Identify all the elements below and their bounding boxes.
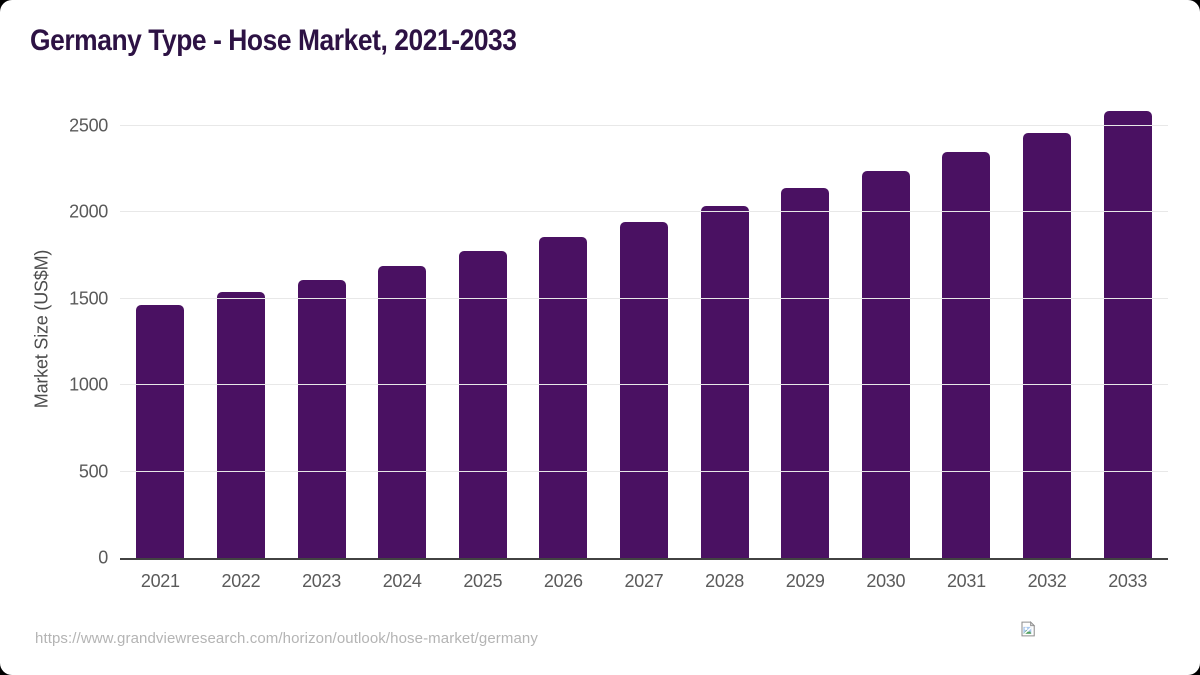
y-tick-0: 0 xyxy=(98,547,108,568)
bar-slot-2033 xyxy=(1087,100,1168,558)
bar-slot-2028 xyxy=(684,100,765,558)
bar-series xyxy=(120,100,1168,558)
bar-slot-2024 xyxy=(362,100,443,558)
x-tick-2024: 2024 xyxy=(382,571,422,591)
x-tick-2026: 2026 xyxy=(543,571,583,591)
bar-2031 xyxy=(942,151,991,558)
source-url: https://www.grandviewresearch.com/horizo… xyxy=(35,630,538,647)
bar-2026 xyxy=(539,236,588,558)
bar-2024 xyxy=(378,265,427,558)
bar-2025 xyxy=(458,251,507,558)
x-tick-2022: 2022 xyxy=(221,571,261,591)
x-tick-2033: 2033 xyxy=(1108,571,1148,591)
bar-2033 xyxy=(1103,111,1152,558)
x-axis-tick-labels: 2021 2022 2023 2024 2025 2026 2027 2028 2029 2030… xyxy=(120,571,1168,592)
bar-2029 xyxy=(781,188,830,558)
bar-slot-2021 xyxy=(120,100,201,558)
plot-area xyxy=(120,100,1168,560)
bar-2021 xyxy=(136,304,185,558)
bar-slot-2025 xyxy=(442,100,523,558)
gridline-2500 xyxy=(120,124,1168,126)
bar-2030 xyxy=(861,170,910,558)
y-tick-2500: 2500 xyxy=(69,115,108,136)
bar-slot-2030 xyxy=(845,100,926,558)
gridline-1000 xyxy=(120,384,1168,386)
x-tick-2029: 2029 xyxy=(785,571,825,591)
x-tick-2025: 2025 xyxy=(463,571,503,591)
x-tick-2023: 2023 xyxy=(302,571,341,591)
x-tick-2027: 2027 xyxy=(624,571,664,591)
x-tick-2021: 2021 xyxy=(140,571,180,591)
x-tick-2031: 2031 xyxy=(946,571,986,591)
y-tick-1500: 1500 xyxy=(69,288,108,309)
bar-slot-2032 xyxy=(1007,100,1088,558)
chart-title: Germany Type - Hose Market, 2021-2033 xyxy=(30,24,517,57)
y-tick-500: 500 xyxy=(78,461,108,482)
bar-2027 xyxy=(619,221,668,558)
bar-slot-2026 xyxy=(523,100,604,558)
gridline-1500 xyxy=(120,297,1168,299)
y-axis-tick-labels: 0 500 1000 1500 2000 2500 xyxy=(0,100,108,567)
bar-slot-2031 xyxy=(926,100,1007,558)
bar-2022 xyxy=(216,291,265,558)
bar-2028 xyxy=(700,206,749,558)
x-tick-2028: 2028 xyxy=(705,571,744,591)
bar-slot-2022 xyxy=(201,100,282,558)
bar-2032 xyxy=(1023,132,1071,558)
bar-slot-2023 xyxy=(281,100,362,558)
x-tick-2030: 2030 xyxy=(866,571,906,591)
y-tick-2000: 2000 xyxy=(69,201,108,222)
y-tick-1000: 1000 xyxy=(69,374,108,395)
gridline-500 xyxy=(120,470,1168,472)
bar-slot-2027 xyxy=(604,100,685,558)
x-tick-2032: 2032 xyxy=(1027,571,1067,591)
broken-image-icon xyxy=(1021,621,1036,637)
bar-slot-2029 xyxy=(765,100,846,558)
bar-2023 xyxy=(297,279,346,558)
gridline-2000 xyxy=(120,211,1168,213)
